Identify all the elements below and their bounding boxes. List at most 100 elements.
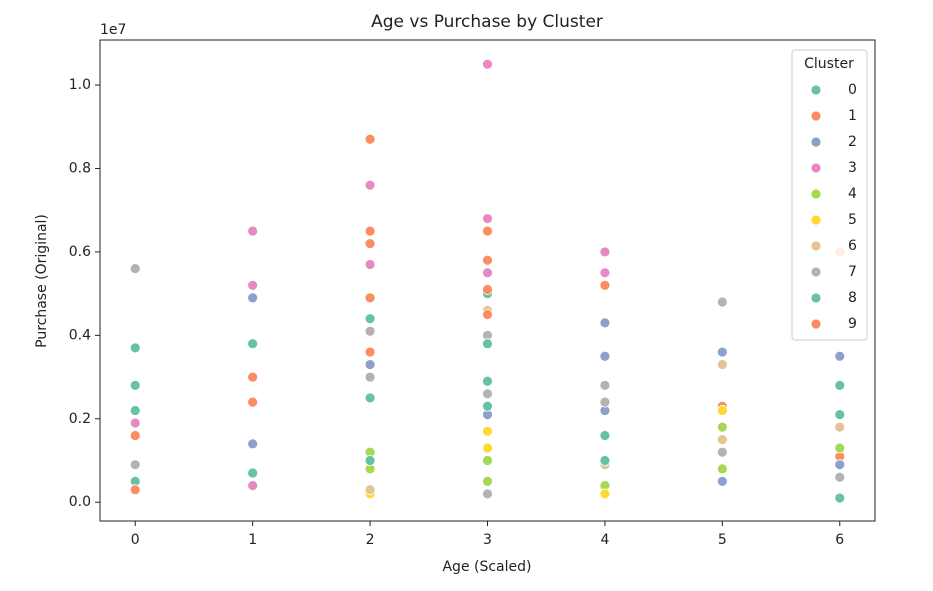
- scatter-point: [482, 284, 493, 295]
- scatter-point: [482, 338, 493, 350]
- scatter-point: [482, 488, 493, 500]
- scatter-point: [364, 292, 376, 304]
- scatter-point: [599, 396, 611, 408]
- scatter-point: [364, 179, 376, 191]
- scatter-point: [482, 213, 493, 224]
- scatter-point: [834, 459, 846, 471]
- legend-marker: [810, 292, 822, 304]
- scatter-point: [364, 346, 376, 358]
- scatter-point: [599, 380, 611, 391]
- legend-label: 0: [848, 82, 857, 98]
- legend-label: 4: [848, 186, 857, 202]
- scatter-point: [716, 405, 728, 416]
- scatter-point: [364, 325, 376, 337]
- scatter-point: [716, 346, 728, 358]
- legend-marker: [810, 110, 822, 122]
- scatter-point: [482, 309, 493, 320]
- scatter-point: [599, 430, 611, 441]
- scatter-point: [364, 359, 376, 370]
- legend-label: 5: [848, 212, 857, 228]
- scatter-point: [716, 421, 728, 433]
- scatter-point: [834, 350, 846, 362]
- x-tick-label: 3: [483, 532, 492, 548]
- scatter-point: [599, 267, 611, 279]
- scatter-point: [247, 338, 259, 350]
- scatter-point: [247, 279, 259, 291]
- scatter-point: [716, 475, 728, 487]
- scatter-point: [482, 225, 493, 237]
- legend-marker: [810, 214, 822, 226]
- scatter-point: [482, 375, 493, 387]
- scatter-point: [364, 371, 376, 383]
- scatter-point: [364, 484, 376, 496]
- scatter-point: [247, 480, 259, 491]
- legend-marker: [810, 240, 822, 252]
- scatter-point: [247, 225, 259, 237]
- x-tick-label: 0: [131, 532, 140, 548]
- legend-label: 6: [848, 238, 857, 254]
- scatter-point: [482, 475, 493, 487]
- scatter-point: [364, 133, 376, 145]
- y-offset-label: 1e7: [100, 22, 126, 38]
- scatter-point: [599, 246, 611, 258]
- scatter-point: [247, 438, 259, 450]
- legend-marker: [810, 84, 822, 96]
- scatter-point: [834, 380, 846, 391]
- legend-marker: [810, 266, 822, 278]
- scatter-point: [716, 463, 728, 475]
- scatter-point: [364, 238, 376, 249]
- legend-label: 8: [848, 290, 857, 306]
- scatter-point: [834, 471, 846, 483]
- scatter-point: [247, 396, 259, 408]
- scatter-point: [834, 442, 846, 454]
- legend-box: [791, 49, 868, 341]
- scatter-point: [716, 359, 728, 370]
- x-tick-label: 6: [835, 532, 844, 548]
- scatter-point: [482, 388, 493, 400]
- scatter-point: [834, 492, 846, 504]
- scatter-point: [716, 446, 728, 458]
- y-tick-label: 0.4: [69, 327, 91, 343]
- x-tick-label: 2: [366, 532, 375, 548]
- scatter-point: [129, 459, 141, 471]
- scatter-point: [482, 267, 493, 279]
- legend-label: 9: [848, 316, 857, 332]
- y-tick-label: 0.6: [69, 244, 91, 260]
- legend-label: 2: [848, 134, 857, 150]
- scatter-point: [247, 292, 259, 304]
- scatter-point: [129, 342, 141, 354]
- x-tick-label: 4: [600, 532, 609, 548]
- y-tick-label: 0.8: [69, 160, 91, 176]
- scatter-point: [834, 421, 846, 433]
- scatter-point: [364, 259, 376, 270]
- scatter-point: [247, 371, 259, 383]
- scatter-point: [364, 313, 376, 325]
- legend-marker: [810, 136, 822, 148]
- scatter-point: [599, 488, 611, 500]
- scatter-point: [834, 409, 846, 421]
- legend-marker: [810, 188, 822, 200]
- x-tick-label: 1: [248, 532, 257, 548]
- scatter-point: [482, 400, 493, 412]
- scatter-point: [364, 392, 376, 404]
- scatter-point: [716, 296, 728, 308]
- scatter-point: [129, 405, 141, 416]
- chart-title: Age vs Purchase by Cluster: [371, 12, 603, 32]
- y-tick-label: 0.0: [69, 494, 91, 510]
- scatter-point: [482, 442, 493, 454]
- scatter-point: [129, 417, 141, 429]
- legend-label: 7: [848, 264, 857, 280]
- y-tick-label: 0.2: [69, 411, 91, 427]
- y-tick-label: 1.0: [69, 77, 91, 93]
- legend-label: 3: [848, 160, 857, 176]
- scatter-point: [599, 455, 611, 466]
- scatter-point: [599, 317, 611, 329]
- scatter-point: [129, 380, 141, 391]
- legend-marker: [810, 162, 822, 174]
- scatter-point: [599, 279, 611, 291]
- legend-title: Cluster: [804, 56, 854, 72]
- scatter-point: [599, 350, 611, 362]
- scatter-point: [482, 58, 493, 70]
